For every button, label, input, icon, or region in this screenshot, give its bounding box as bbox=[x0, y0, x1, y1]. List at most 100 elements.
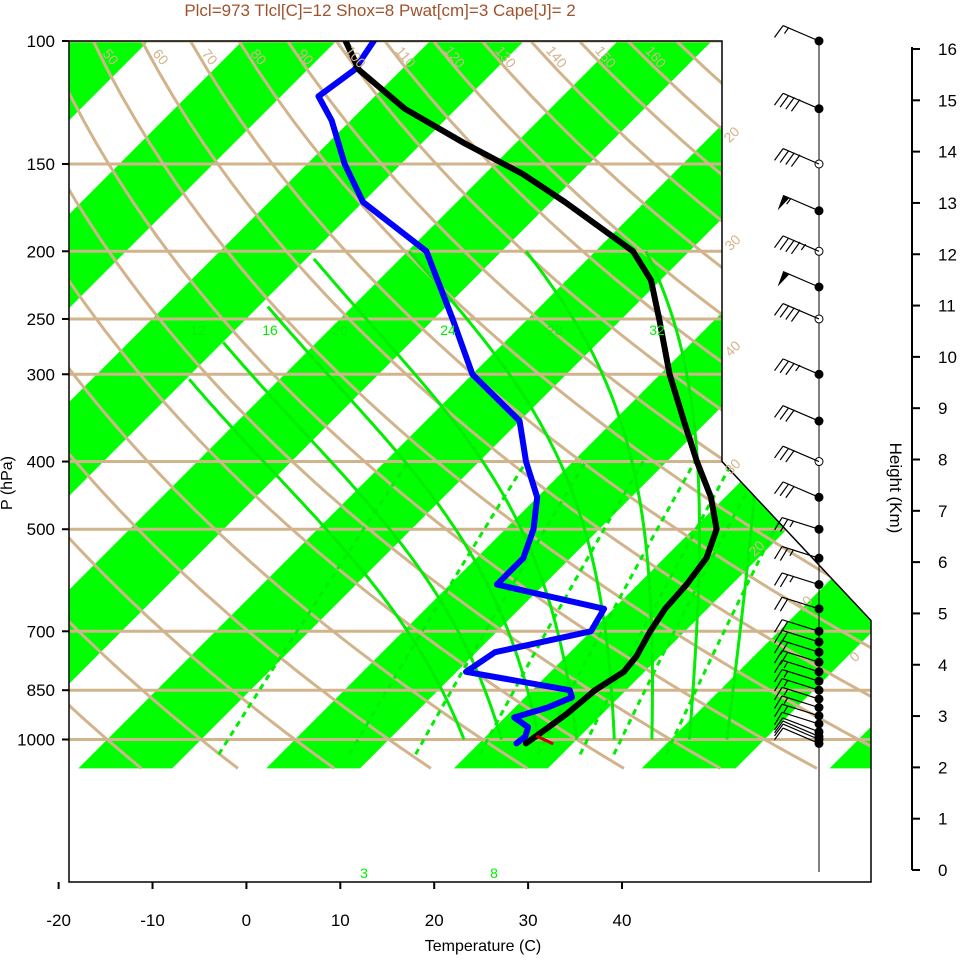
mixing-ratio-line bbox=[478, 460, 645, 756]
wind-barb bbox=[774, 596, 820, 612]
y-tick-label: 1000 bbox=[17, 731, 55, 750]
wind-barb bbox=[774, 649, 820, 665]
wind-barb bbox=[774, 517, 820, 532]
dry-adiabat-line bbox=[69, 41, 239, 770]
wind-barb bbox=[774, 445, 820, 463]
isotherm-label: 30 bbox=[721, 231, 743, 253]
wind-barb bbox=[774, 703, 820, 717]
dewpoint-line bbox=[315, 41, 608, 747]
dry-adiabat-line bbox=[69, 41, 625, 770]
wind-barb bbox=[774, 711, 820, 726]
y-tick-label: 300 bbox=[27, 365, 55, 384]
dry-adiabat-line bbox=[189, 41, 871, 770]
dry-adiabat-line bbox=[69, 41, 529, 770]
height-tick-label: 11 bbox=[938, 297, 956, 316]
mixing-ratio-line bbox=[217, 460, 410, 756]
moist-adiabat-label: 12 bbox=[190, 322, 206, 338]
mixing-ratio-line bbox=[414, 460, 587, 756]
wind-barb bbox=[774, 25, 820, 42]
y-tick-label: 200 bbox=[27, 242, 55, 261]
wind-barb bbox=[774, 723, 820, 741]
wind-barb bbox=[774, 303, 820, 322]
dry-adiabat-line bbox=[69, 41, 143, 770]
y-axis-label: P (hPa) bbox=[0, 456, 16, 510]
moist-adiabat-line bbox=[266, 305, 541, 740]
y-tick-label: 250 bbox=[27, 310, 55, 329]
height-tick-label: 8 bbox=[938, 451, 947, 470]
y2-axis-label: Height (Km) bbox=[886, 443, 905, 534]
wind-barb bbox=[774, 727, 820, 744]
y-tick-label: 100 bbox=[27, 32, 55, 51]
moist-adiabat-line bbox=[407, 250, 616, 740]
dry-adiabat-label: 140 bbox=[543, 43, 570, 71]
wind-barb bbox=[774, 235, 820, 255]
dry-adiabat-line bbox=[69, 41, 432, 770]
dry-adiabat-line bbox=[140, 41, 871, 770]
dry-adiabat-line bbox=[69, 41, 336, 770]
mixing-ratio-label: 3 bbox=[360, 865, 368, 881]
wind-barb bbox=[773, 717, 820, 733]
moist-adiabat-label: 24 bbox=[440, 322, 456, 338]
x-tick-label: -20 bbox=[46, 911, 71, 930]
wind-barb bbox=[774, 572, 820, 588]
wind-barb bbox=[777, 271, 820, 288]
temperature-line bbox=[342, 41, 720, 747]
height-tick-label: 13 bbox=[938, 194, 957, 213]
wind-barb bbox=[774, 668, 820, 683]
dry-adiabat-label: 70 bbox=[199, 46, 221, 68]
y-tick-label: 700 bbox=[27, 622, 55, 641]
wind-barb bbox=[774, 695, 820, 709]
moist-adiabat-label: 20 bbox=[332, 322, 348, 338]
height-tick-label: 12 bbox=[938, 245, 957, 264]
isotherm-label: 40 bbox=[721, 337, 743, 359]
height-tick-label: 1 bbox=[938, 810, 947, 829]
wind-barb bbox=[774, 148, 820, 167]
height-tick-label: 16 bbox=[938, 40, 957, 59]
height-tick-label: 7 bbox=[938, 502, 947, 521]
plot-frame bbox=[68, 40, 872, 883]
wind-barb bbox=[774, 92, 820, 112]
dry-adiabat-line bbox=[286, 41, 871, 770]
wind-barb bbox=[774, 720, 820, 738]
x-tick-label: 10 bbox=[331, 911, 350, 930]
x-tick-label: 20 bbox=[425, 911, 444, 930]
mixing-ratio-line bbox=[612, 460, 765, 755]
isotherm-label: 30 bbox=[721, 455, 743, 477]
dry-adiabat-line bbox=[383, 41, 871, 770]
x-tick-label: 0 bbox=[242, 911, 251, 930]
mixing-ratio-label: 8 bbox=[490, 865, 498, 881]
y-tick-label: 400 bbox=[27, 453, 55, 472]
wind-barb bbox=[774, 659, 820, 673]
x-tick-label: 30 bbox=[519, 911, 538, 930]
y-tick-label: 500 bbox=[27, 520, 55, 539]
mixing-ratio-line bbox=[664, 460, 811, 755]
isotherm-band bbox=[69, 41, 337, 769]
height-tick-label: 2 bbox=[938, 758, 947, 777]
height-tick-label: 9 bbox=[938, 399, 947, 418]
mixing-ratio-line bbox=[578, 460, 735, 755]
x-tick-label: 40 bbox=[613, 911, 632, 930]
dry-adiabat-line bbox=[69, 41, 818, 770]
isotherm-label: 0 bbox=[846, 648, 863, 665]
height-tick-label: 5 bbox=[938, 604, 947, 623]
moist-adiabat-line bbox=[188, 378, 466, 741]
moist-adiabat-label: 28 bbox=[547, 322, 563, 338]
isotherm-band bbox=[78, 41, 871, 769]
moist-adiabat-label: 16 bbox=[262, 322, 278, 338]
isotherm-label: 20 bbox=[720, 123, 742, 145]
y-tick-label: 150 bbox=[27, 155, 55, 174]
dry-adiabat-line bbox=[69, 41, 722, 770]
mixing-ratio-line bbox=[348, 460, 528, 756]
wind-barb bbox=[777, 194, 820, 212]
wind-barb bbox=[774, 677, 820, 692]
height-tick-label: 15 bbox=[938, 91, 957, 110]
wind-barb bbox=[774, 545, 820, 561]
parcel-line bbox=[536, 735, 554, 745]
wind-barb bbox=[774, 619, 820, 635]
wind-barb bbox=[774, 358, 820, 376]
height-tick-label: 3 bbox=[938, 707, 947, 726]
y-tick-label: 850 bbox=[27, 681, 55, 700]
wind-barb bbox=[774, 481, 820, 499]
